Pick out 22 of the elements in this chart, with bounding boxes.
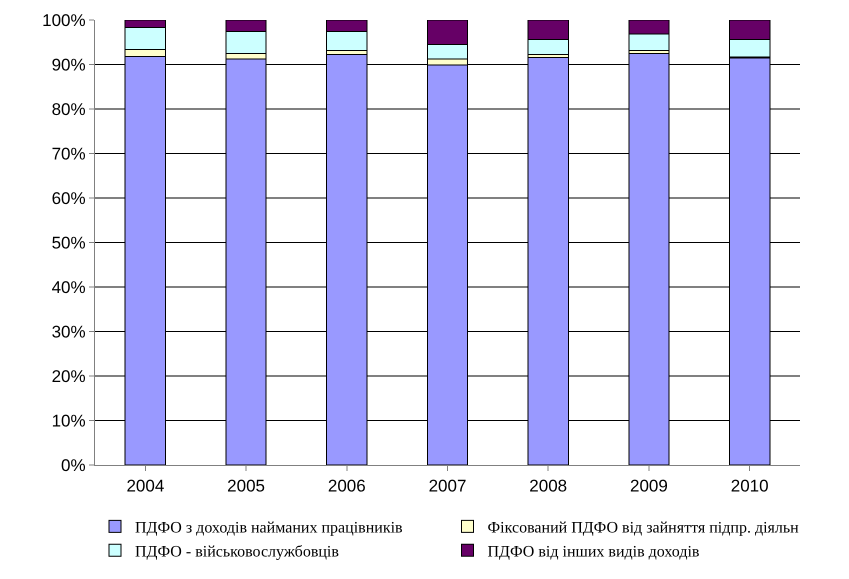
legend-label: Фіксований ПДФО від зайняття підпр. діяльн (488, 520, 800, 537)
x-tick-label: 2004 (126, 476, 164, 496)
y-tick-label: 90% (52, 55, 86, 74)
x-tick-label: 2009 (630, 476, 668, 496)
x-tick-label: 2010 (730, 476, 769, 496)
x-tick-label: 2008 (529, 476, 568, 496)
x-tick-label: 2005 (227, 476, 265, 496)
x-tick-label: 2007 (428, 476, 466, 496)
legend-label: ПДФО з доходів найманих працівників (135, 520, 404, 537)
y-tick-label: 20% (52, 366, 86, 386)
y-tick-label: 100% (42, 10, 86, 30)
x-tick-label: 2006 (328, 476, 366, 496)
y-tick-label: 40% (52, 278, 86, 297)
legend-label: ПДФО - військовослужбовців (135, 543, 340, 560)
legend-label: ПДФО від інших видів доходів (488, 543, 700, 560)
y-tick-label: 0% (61, 456, 86, 475)
y-tick-label: 60% (52, 188, 86, 208)
y-tick-label: 10% (52, 411, 86, 430)
y-tick-label: 50% (52, 233, 86, 252)
y-tick-label: 70% (52, 144, 86, 164)
y-tick-label: 80% (52, 100, 86, 119)
y-tick-label: 30% (52, 322, 86, 342)
